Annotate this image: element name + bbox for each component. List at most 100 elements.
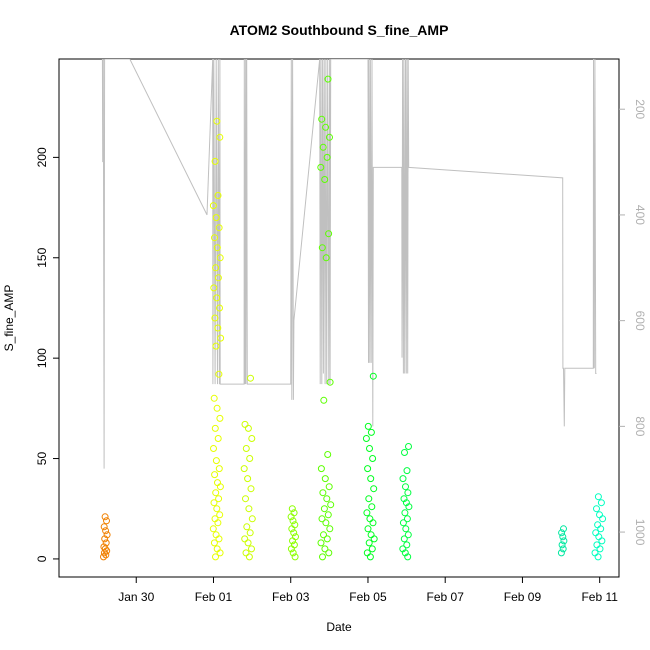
data-point [402,525,410,533]
data-point [593,541,601,549]
depth-line [101,59,597,469]
data-point [214,435,222,442]
data-point [102,527,110,535]
data-point [100,543,108,551]
data-point [245,505,253,513]
data-point [370,535,378,543]
y-tick-label: 50 [35,452,49,466]
data-point [326,525,334,533]
data-point [367,531,375,539]
data-point [211,157,219,165]
data-point [321,475,329,483]
data-point [368,545,376,553]
secondary-y-tick-label: 200 [633,99,647,119]
data-point [369,372,377,380]
data-point [558,541,566,549]
x-axis: Jan 30 Feb 01 Feb 03 Feb 05 Feb 07 Feb 09 Feb … [118,577,618,604]
data-point [216,414,224,422]
data-point [211,424,219,432]
data-point [326,378,334,386]
data-point [246,529,254,537]
data-point [369,519,377,527]
data-point [594,553,602,561]
y-tick-label: 100 [35,348,49,368]
secondary-y-tick-label: 600 [633,311,647,331]
data-point [246,455,254,462]
data-point [399,545,407,553]
data-point [101,545,109,553]
data-point [323,535,331,543]
depth-line-layer [101,59,597,469]
data-point [290,529,298,537]
data-point [289,517,297,525]
data-point [403,515,411,523]
x-tick-label: Jan 30 [118,590,154,604]
data-point [594,493,602,501]
data-point [248,515,256,523]
data-point [209,525,217,533]
data-point [322,519,330,527]
data-point [598,537,606,545]
data-point [214,324,222,332]
data-point [317,539,325,547]
data-point [325,483,333,491]
data-point [591,549,599,557]
data-point [599,515,607,523]
data-point [404,489,412,497]
x-axis-label: Date [326,620,352,634]
y-tick-label: 0 [35,555,49,562]
x-tick-label: Feb 01 [195,590,233,604]
data-point [103,517,110,525]
data-point [326,133,333,141]
data-point [327,501,335,509]
data-point [210,539,218,547]
data-point [217,334,225,342]
data-point [403,541,411,549]
data-point [324,451,332,458]
data-point [213,244,221,252]
data-point [216,304,223,312]
data-point [369,455,377,462]
data-point [242,445,250,452]
data-point [213,545,221,553]
data-point [245,553,253,561]
x-tick-label: Feb 09 [504,590,542,604]
data-point [213,404,221,412]
data-point [216,133,224,141]
secondary-y-tick-label: 400 [633,205,647,225]
data-point [212,342,220,350]
data-point [324,75,332,83]
data-point [322,254,330,262]
data-point [317,465,325,473]
data-point [243,523,251,531]
data-point [365,495,373,503]
data-point [367,475,375,483]
data-point [248,435,256,442]
data-point [318,115,326,123]
data-point [216,511,224,519]
data-point [401,449,408,456]
data-point [363,509,371,517]
x-tick-label: Feb 03 [272,590,310,604]
data-point [325,549,333,557]
data-point [325,230,333,238]
data-point [103,531,111,539]
data-point [215,224,223,232]
plot-frame [58,58,620,578]
data-point [244,475,252,483]
data-point [211,471,219,479]
data-point [215,465,223,473]
data-point [211,234,218,242]
data-point [596,511,603,519]
secondary-y-tick-label: 800 [633,416,647,436]
data-point [364,422,372,430]
data-point [402,483,409,491]
data-point [214,192,222,199]
data-point [291,553,299,561]
y-tick-label: 150 [35,247,49,267]
data-point [559,533,567,541]
secondary-y-tick-label: 1000 [633,519,647,546]
data-point [210,394,218,402]
data-point [214,479,221,487]
